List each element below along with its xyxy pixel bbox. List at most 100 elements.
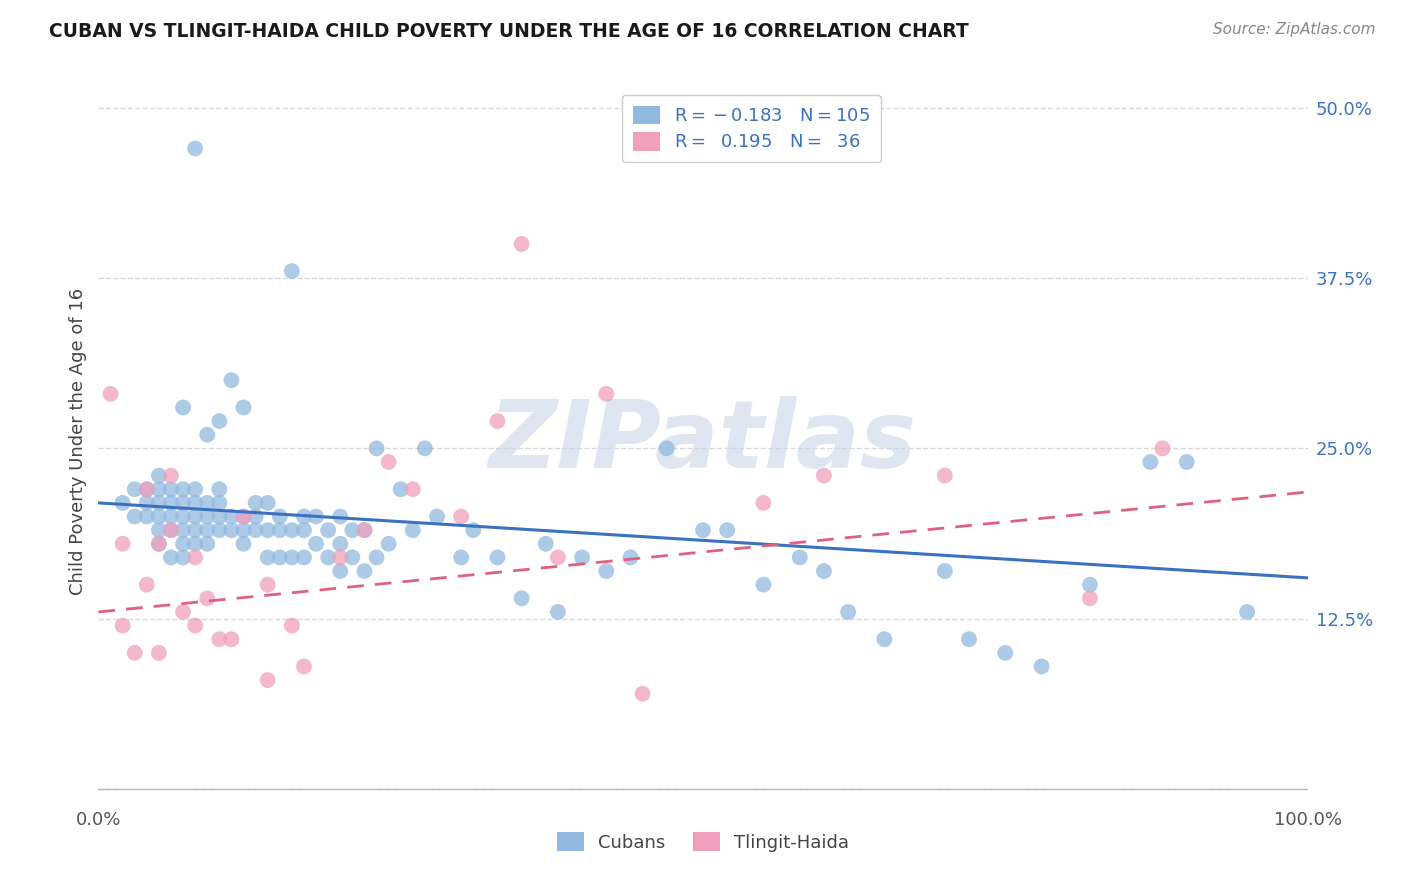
Point [716, 523, 738, 537]
Point [655, 442, 678, 456]
Point [353, 564, 375, 578]
Point [208, 482, 231, 496]
Point [172, 401, 194, 415]
Point [269, 523, 291, 537]
Point [148, 509, 170, 524]
Point [426, 509, 449, 524]
Point [111, 537, 134, 551]
Point [873, 632, 896, 647]
Point [837, 605, 859, 619]
Legend: Cubans, Tlingit-Haida: Cubans, Tlingit-Haida [550, 825, 856, 859]
Point [269, 550, 291, 565]
Point [148, 523, 170, 537]
Point [148, 537, 170, 551]
Point [195, 591, 218, 606]
Point [486, 550, 509, 565]
Point [389, 482, 412, 496]
Point [232, 523, 254, 537]
Point [957, 632, 980, 647]
Point [221, 373, 243, 387]
Point [221, 509, 243, 524]
Point [135, 482, 157, 496]
Point [135, 577, 157, 591]
Point [692, 523, 714, 537]
Point [256, 496, 278, 510]
Point [316, 523, 339, 537]
Point [232, 401, 254, 415]
Point [160, 550, 183, 565]
Point [486, 414, 509, 428]
Point [292, 523, 315, 537]
Point [510, 236, 533, 251]
Point [1078, 577, 1101, 591]
Point [752, 496, 775, 510]
Point [160, 468, 183, 483]
Point [1152, 442, 1174, 456]
Point [510, 591, 533, 606]
Point [595, 564, 617, 578]
Point [160, 496, 183, 510]
Point [316, 550, 339, 565]
Point [208, 632, 231, 647]
Point [994, 646, 1017, 660]
Point [534, 537, 557, 551]
Point [813, 468, 835, 483]
Point [281, 550, 304, 565]
Point [111, 496, 134, 510]
Point [135, 496, 157, 510]
Point [184, 509, 207, 524]
Point [208, 414, 231, 428]
Point [450, 550, 472, 565]
Point [148, 537, 170, 551]
Point [934, 564, 956, 578]
Point [184, 537, 207, 551]
Point [1031, 659, 1053, 673]
Point [135, 509, 157, 524]
Point [329, 564, 352, 578]
Point [148, 496, 170, 510]
Point [1175, 455, 1198, 469]
Point [292, 659, 315, 673]
Point [232, 509, 254, 524]
Point [184, 618, 207, 632]
Point [232, 537, 254, 551]
Point [148, 646, 170, 660]
Point [1078, 591, 1101, 606]
Point [148, 482, 170, 496]
Point [135, 482, 157, 496]
Point [256, 550, 278, 565]
Point [256, 523, 278, 537]
Point [184, 550, 207, 565]
Point [1236, 605, 1258, 619]
Point [172, 605, 194, 619]
Point [160, 523, 183, 537]
Point [256, 673, 278, 687]
Point [329, 537, 352, 551]
Point [172, 496, 194, 510]
Point [256, 577, 278, 591]
Point [413, 442, 436, 456]
Point [934, 468, 956, 483]
Point [195, 427, 218, 442]
Text: Source: ZipAtlas.com: Source: ZipAtlas.com [1212, 22, 1375, 37]
Point [752, 577, 775, 591]
Point [353, 523, 375, 537]
Point [366, 442, 388, 456]
Point [172, 523, 194, 537]
Point [366, 550, 388, 565]
Point [1139, 455, 1161, 469]
Point [547, 550, 569, 565]
Point [305, 509, 328, 524]
Point [148, 468, 170, 483]
Point [329, 550, 352, 565]
Point [195, 496, 218, 510]
Point [281, 264, 304, 278]
Point [172, 537, 194, 551]
Point [195, 523, 218, 537]
Point [789, 550, 811, 565]
Point [450, 509, 472, 524]
Point [547, 605, 569, 619]
Point [184, 523, 207, 537]
Point [160, 482, 183, 496]
Point [208, 523, 231, 537]
